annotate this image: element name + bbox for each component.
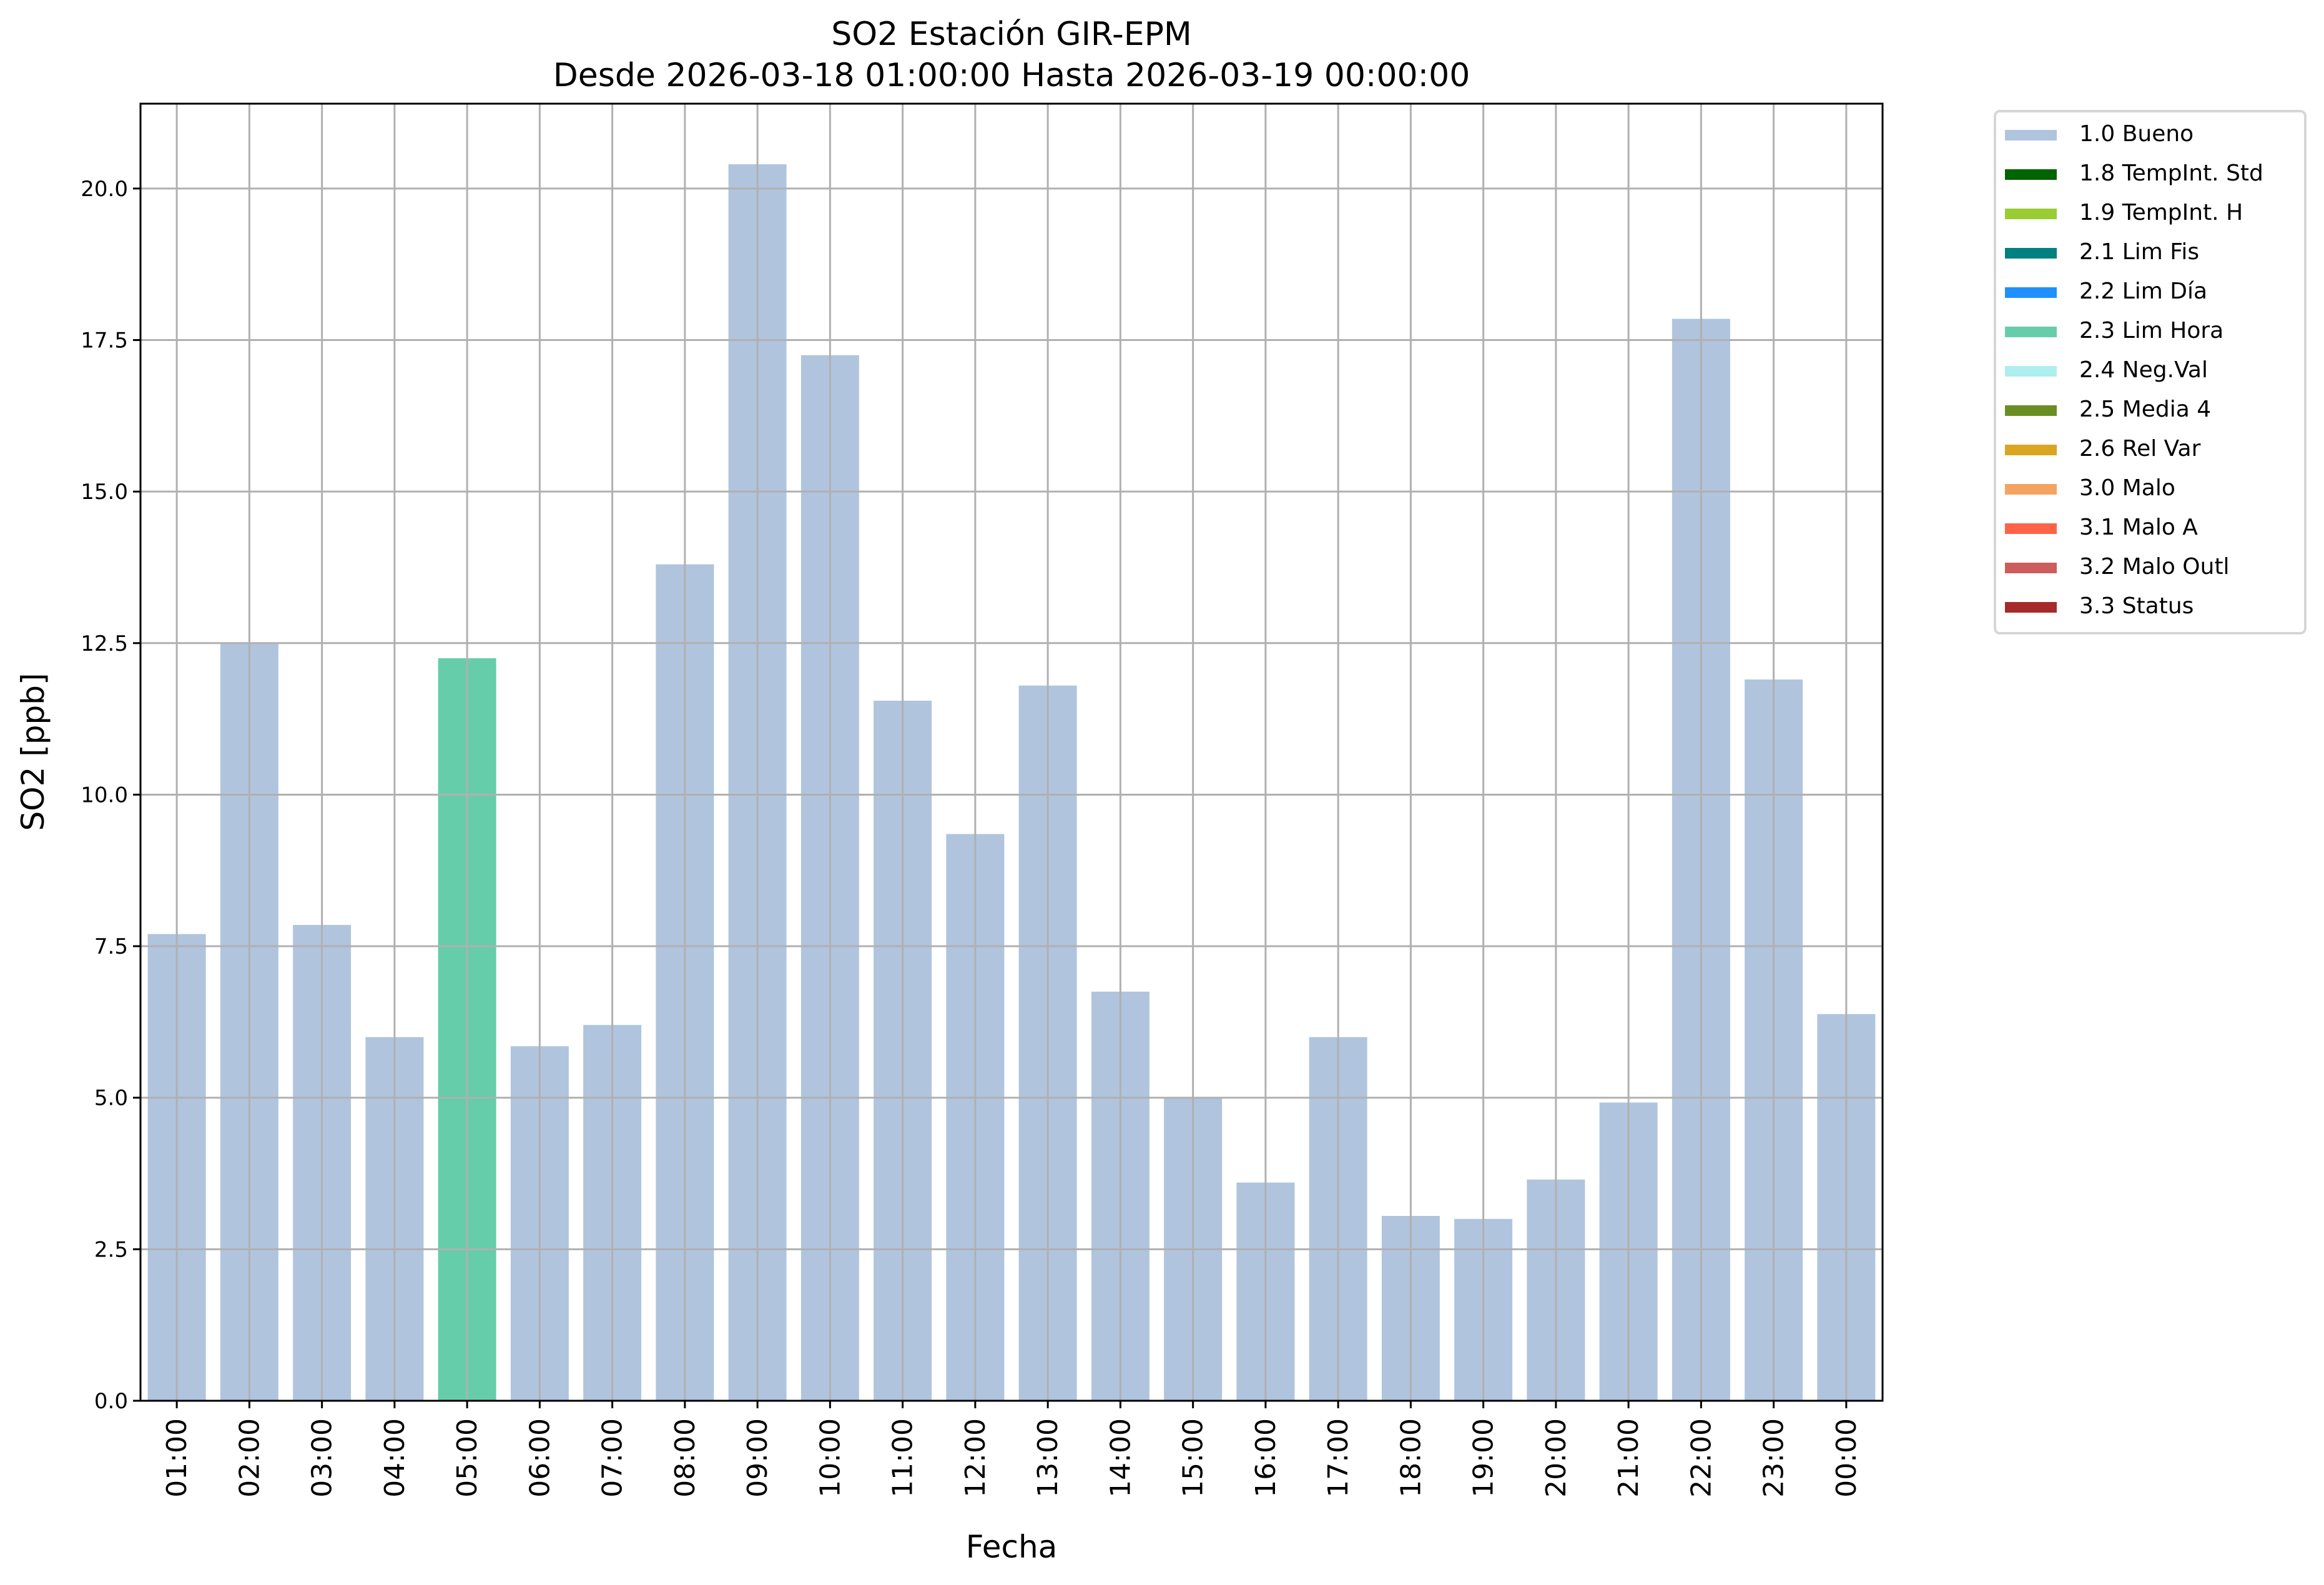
x-tick-label: 07:00: [597, 1418, 629, 1498]
y-tick-label: 15.0: [81, 480, 128, 505]
legend-swatch: [2005, 169, 2057, 180]
legend-swatch: [2005, 209, 2057, 219]
y-tick-label: 5.0: [94, 1086, 128, 1111]
chart-title: SO2 Estación GIR-EPM: [831, 16, 1192, 53]
y-tick-label: 2.5: [94, 1237, 128, 1262]
bars: [147, 164, 1876, 1401]
legend-swatch: [2005, 445, 2057, 455]
x-tick-label: 08:00: [669, 1418, 701, 1498]
legend: 1.0 Bueno 1.8 TempInt. Std 1.9 TempInt. H 2…: [1994, 110, 2307, 634]
x-tick-label: 04:00: [379, 1418, 411, 1498]
legend-swatch: [2005, 366, 2057, 377]
y-tick-label: 7.5: [94, 934, 128, 959]
x-tick-label: 18:00: [1395, 1418, 1427, 1498]
legend-label: 1.9 TempInt. H: [2079, 200, 2243, 225]
x-tick-label: 05:00: [451, 1418, 483, 1498]
x-tick-label: 21:00: [1613, 1418, 1645, 1498]
legend-swatch: [2005, 327, 2057, 337]
legend-swatch: [2005, 563, 2057, 573]
legend-label: 3.1 Malo A: [2079, 515, 2198, 540]
x-tick-label: 23:00: [1758, 1418, 1790, 1498]
legend-label: 2.4 Neg.Val: [2079, 357, 2208, 383]
x-axis-label: Fecha: [966, 1529, 1058, 1565]
x-tick-label: 06:00: [524, 1418, 556, 1498]
legend-swatch: [2005, 130, 2057, 141]
legend-swatch: [2005, 248, 2057, 259]
x-tick-label: 14:00: [1105, 1418, 1136, 1498]
x-tick-label: 01:00: [161, 1418, 193, 1498]
x-tick-label: 13:00: [1032, 1418, 1064, 1498]
x-tick-label: 03:00: [307, 1418, 338, 1498]
x-tick-label: 09:00: [742, 1418, 774, 1498]
legend-label: 2.6 Rel Var: [2079, 436, 2201, 462]
x-tick-label: 02:00: [234, 1418, 265, 1498]
legend-swatch: [2005, 484, 2057, 495]
x-tick-label: 22:00: [1685, 1418, 1717, 1498]
x-tick-label: 10:00: [814, 1418, 846, 1498]
legend-label: 1.0 Bueno: [2079, 121, 2194, 147]
x-tick-label: 11:00: [887, 1418, 919, 1498]
legend-label: 2.5 Media 4: [2079, 397, 2211, 422]
legend-label: 1.8 TempInt. Std: [2079, 160, 2263, 186]
y-tick-label: 12.5: [81, 631, 128, 656]
legend-frame: [1994, 110, 2307, 634]
x-tick-label: 17:00: [1322, 1418, 1354, 1498]
legend-swatch: [2005, 602, 2057, 613]
y-tick-label: 17.5: [81, 328, 128, 353]
legend-swatch: [2005, 523, 2057, 534]
y-tick-label: 0.0: [94, 1389, 128, 1414]
legend-label: 2.2 Lim Día: [2079, 279, 2207, 304]
legend-label: 3.3 Status: [2079, 593, 2194, 619]
y-axis-label: SO2 [ppb]: [15, 673, 51, 831]
x-tick-label: 12:00: [960, 1418, 992, 1498]
plot-frame: [139, 102, 1884, 1402]
x-tick-label: 16:00: [1250, 1418, 1282, 1498]
x-tick-label: 19:00: [1468, 1418, 1500, 1498]
x-axis-ticks: 01:00 02:00 03:00 04:00 05:00 06:00 07:00 08:00…: [161, 1401, 1863, 1498]
grid: [140, 104, 1883, 1402]
x-tick-label: 20:00: [1540, 1418, 1572, 1498]
legend-swatch: [2005, 405, 2057, 416]
x-tick-label: 00:00: [1831, 1418, 1863, 1498]
legend-label: 3.2 Malo Outl: [2079, 554, 2230, 580]
legend-label: 3.0 Malo: [2079, 475, 2175, 501]
legend-label: 2.1 Lim Fis: [2079, 239, 2199, 265]
legend-swatch: [2005, 287, 2057, 298]
y-axis-ticks: 0.0 2.5 5.0 7.5 10.0 12.5 15.0 17.5 20.0: [81, 177, 140, 1414]
x-tick-label: 15:00: [1178, 1418, 1209, 1498]
chart-subtitle: Desde 2026-03-18 01:00:00 Hasta 2026-03-…: [553, 57, 1470, 94]
y-tick-label: 20.0: [81, 177, 128, 202]
y-tick-label: 10.0: [81, 783, 128, 807]
legend-label: 2.3 Lim Hora: [2079, 318, 2223, 343]
